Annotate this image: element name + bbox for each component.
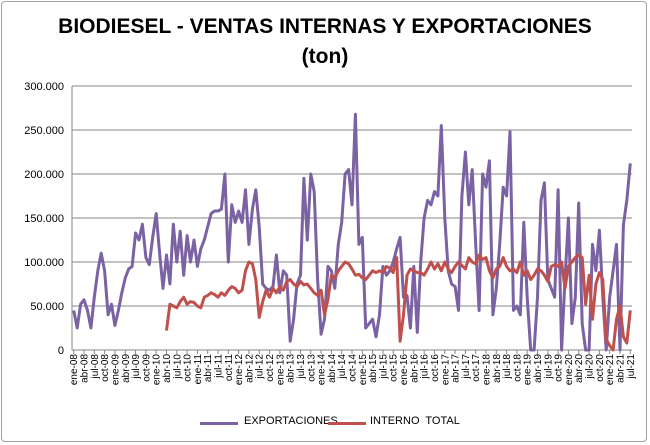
x-tick-label: jul-18 [502, 354, 513, 380]
x-tick-label: abr-08 [80, 354, 91, 383]
x-tick-label: jul-13 [296, 354, 307, 380]
x-tick-label: abr-12 [244, 354, 255, 383]
x-tick-label: ene-18 [481, 354, 492, 386]
x-tick-label: jul-11 [214, 354, 225, 379]
chart-subtitle: (ton) [301, 45, 349, 68]
y-tick-label: 100.000 [24, 257, 64, 269]
x-tick-label: oct-18 [512, 354, 523, 382]
chart-title: BIODIESEL - VENTAS INTERNAS Y EXPORTACIO… [58, 15, 592, 38]
x-tick-label: ene-10 [152, 354, 163, 386]
x-tick-label: jul-08 [90, 354, 101, 380]
x-tick-label: oct-20 [595, 354, 606, 382]
x-tick-label: oct-19 [554, 354, 565, 382]
x-tick-label: abr-14 [327, 354, 338, 383]
legend-label-interno-total: INTERNO TOTAL [370, 415, 460, 427]
x-tick-label: oct-12 [265, 354, 276, 382]
x-tick-label: ene-19 [523, 354, 534, 386]
legend-swatch-interno-total [328, 422, 366, 425]
x-tick-label: ene-20 [564, 354, 575, 386]
x-tick-label: ene-21 [605, 354, 616, 386]
x-tick-label: abr-18 [492, 354, 503, 383]
x-tick-label: jul-12 [255, 354, 266, 380]
y-tick-label: 50.000 [30, 301, 64, 313]
x-tick-label: jul-14 [337, 354, 348, 380]
x-tick-label: ene-12 [234, 354, 245, 386]
legend-label-exportaciones: EXPORTACIONES [244, 415, 338, 427]
x-tick-label: ene-15 [358, 354, 369, 386]
x-tick-label: jul-17 [461, 354, 472, 380]
x-tick-label: ene-17 [440, 354, 451, 386]
y-tick-label: 300.000 [24, 81, 64, 93]
x-tick-label: abr-17 [451, 354, 462, 383]
x-tick-label: abr-21 [615, 354, 626, 383]
x-tick-label: abr-10 [162, 354, 173, 383]
y-tick-label: 0 [58, 345, 64, 357]
x-tick-label: ene-13 [275, 354, 286, 386]
series-line-exportaciones [72, 112, 632, 352]
x-tick-label: jul-10 [172, 354, 183, 380]
x-tick-label: oct-17 [471, 354, 482, 382]
x-tick-label: oct-16 [430, 354, 441, 382]
x-tick-label: ene-09 [110, 354, 121, 386]
x-tick-label: abr-13 [286, 354, 297, 383]
x-tick-label: abr-11 [203, 354, 214, 383]
x-tick-label: oct-15 [389, 354, 400, 382]
x-tick-label: jul-15 [378, 354, 389, 380]
x-tick-label: abr-15 [368, 354, 379, 383]
y-tick-label: 150.000 [24, 213, 64, 225]
x-tick-label: oct-14 [348, 354, 359, 382]
x-tick-label: abr-19 [533, 354, 544, 383]
x-tick-label: oct-08 [100, 354, 111, 382]
x-tick-label: abr-09 [121, 354, 132, 383]
x-tick-label: ene-08 [69, 354, 80, 386]
x-tick-label: oct-11 [224, 354, 235, 381]
x-tick-label: jul-16 [420, 354, 431, 380]
x-tick-label: abr-20 [574, 354, 585, 383]
y-tick-label: 200.000 [24, 169, 64, 181]
x-tick-label: jul-19 [543, 354, 554, 380]
series-line-interno-total [165, 253, 632, 352]
y-tick-label: 250.000 [24, 125, 64, 137]
x-tick-label: ene-14 [317, 354, 328, 386]
x-tick-label: jul-09 [131, 354, 142, 380]
x-tick-label: jul-21 [626, 354, 637, 380]
x-tick-label: oct-10 [183, 354, 194, 382]
x-tick-label: oct-13 [306, 354, 317, 382]
x-tick-label: ene-11 [193, 354, 204, 385]
x-tick-label: jul-20 [585, 354, 596, 380]
x-tick-label: ene-16 [399, 354, 410, 386]
legend-swatch-exportaciones [200, 422, 238, 425]
x-tick-label: abr-16 [409, 354, 420, 383]
x-tick-label: oct-09 [141, 354, 152, 382]
